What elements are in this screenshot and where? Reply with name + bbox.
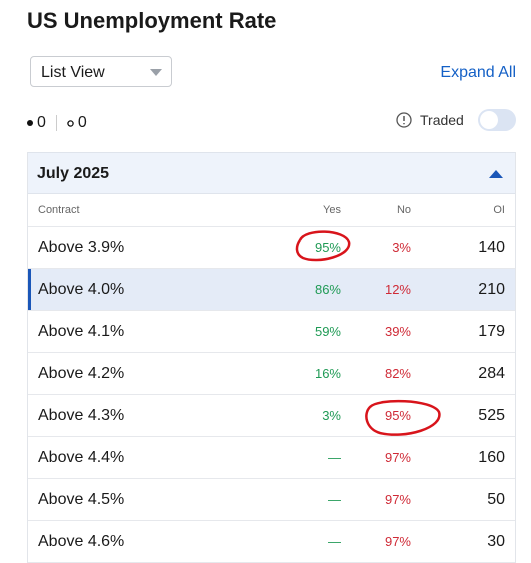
contract-row[interactable]: Above 3.9% 95% 3% 140: [28, 227, 515, 269]
expand-all[interactable]: Expand All: [440, 64, 516, 81]
contract-row[interactable]: Above 4.0% 86% 12% 210: [28, 269, 515, 311]
no-price: 97%: [384, 534, 411, 549]
traded-filter: Traded: [396, 112, 464, 128]
no-price: 12%: [384, 282, 411, 297]
no-price: 39%: [384, 324, 411, 339]
traded-toggle[interactable]: [478, 109, 516, 131]
yes-price: 86%: [314, 282, 341, 297]
no-price: 82%: [384, 366, 411, 381]
contract-name: Above 4.4%: [38, 449, 125, 466]
column-label: Contract: [38, 204, 80, 216]
collapse-caret: [489, 170, 503, 178]
contracts-table: July 2025 Contract Yes No OI Above 3.9% 95% 3%…: [27, 152, 516, 563]
empty-dot: [67, 119, 74, 127]
yes-price: 16%: [314, 366, 341, 381]
open-interest: 179: [478, 323, 505, 340]
contract-row[interactable]: Above 4.1% 59% 39% 179: [28, 311, 515, 353]
no-price: 97%: [384, 450, 411, 465]
group-title: July 2025: [37, 165, 110, 182]
traded-label: Traded: [420, 112, 464, 128]
dropdown-caret: [150, 69, 162, 76]
toggle-knob: [480, 111, 498, 129]
column-header: Contract Yes No OI: [28, 194, 515, 227]
open-interest: 140: [478, 239, 505, 256]
column-label: Yes: [323, 204, 341, 216]
page-title: US Unemployment Rate: [27, 8, 277, 33]
contract-row[interactable]: Above 4.3% 3% 95% 525: [28, 395, 515, 437]
yes-price: —: [328, 534, 341, 549]
open-interest: 525: [478, 407, 505, 424]
filters: 0 0: [27, 114, 87, 132]
contract-row[interactable]: Above 4.2% 16% 82% 284: [28, 353, 515, 395]
yes-price: —: [328, 450, 341, 465]
yes-price: 95%: [314, 240, 341, 255]
contract-name: Above 4.1%: [38, 323, 125, 340]
open-interest: 30: [487, 533, 505, 550]
view-dropdown[interactable]: List View: [30, 56, 172, 87]
filter-count[interactable]: 0: [37, 114, 46, 131]
column-label: No: [396, 204, 411, 216]
contract-row[interactable]: Above 4.4% — 97% 160: [28, 437, 515, 479]
no-price: 3%: [392, 240, 411, 255]
yes-price: 3%: [322, 408, 341, 423]
contract-name: Above 3.9%: [38, 239, 125, 256]
group-header[interactable]: July 2025: [28, 152, 515, 194]
contract-name: Above 4.6%: [38, 533, 125, 550]
info-icon: [396, 112, 412, 128]
contract-name: Above 4.5%: [38, 491, 125, 508]
contract-name: Above 4.0%: [38, 281, 125, 298]
yes-price: —: [328, 492, 341, 507]
open-interest: 284: [478, 365, 505, 382]
contract-row[interactable]: Above 4.5% — 97% 50: [28, 479, 515, 521]
contract-row[interactable]: Above 4.6% — 97% 30: [28, 521, 515, 563]
filled-dot: [27, 120, 33, 126]
open-interest: 210: [478, 281, 505, 298]
contract-name: Above 4.3%: [38, 407, 125, 424]
contract-name: Above 4.2%: [38, 365, 125, 382]
open-interest: 160: [478, 449, 505, 466]
filter-count[interactable]: 0: [77, 114, 87, 131]
view-label: List View: [41, 64, 105, 81]
divider: [55, 115, 57, 131]
open-interest: 50: [487, 491, 505, 508]
column-label: OI: [493, 204, 505, 216]
no-price: 95%: [384, 408, 411, 423]
yes-price: 59%: [314, 324, 341, 339]
no-price: 97%: [384, 492, 411, 507]
